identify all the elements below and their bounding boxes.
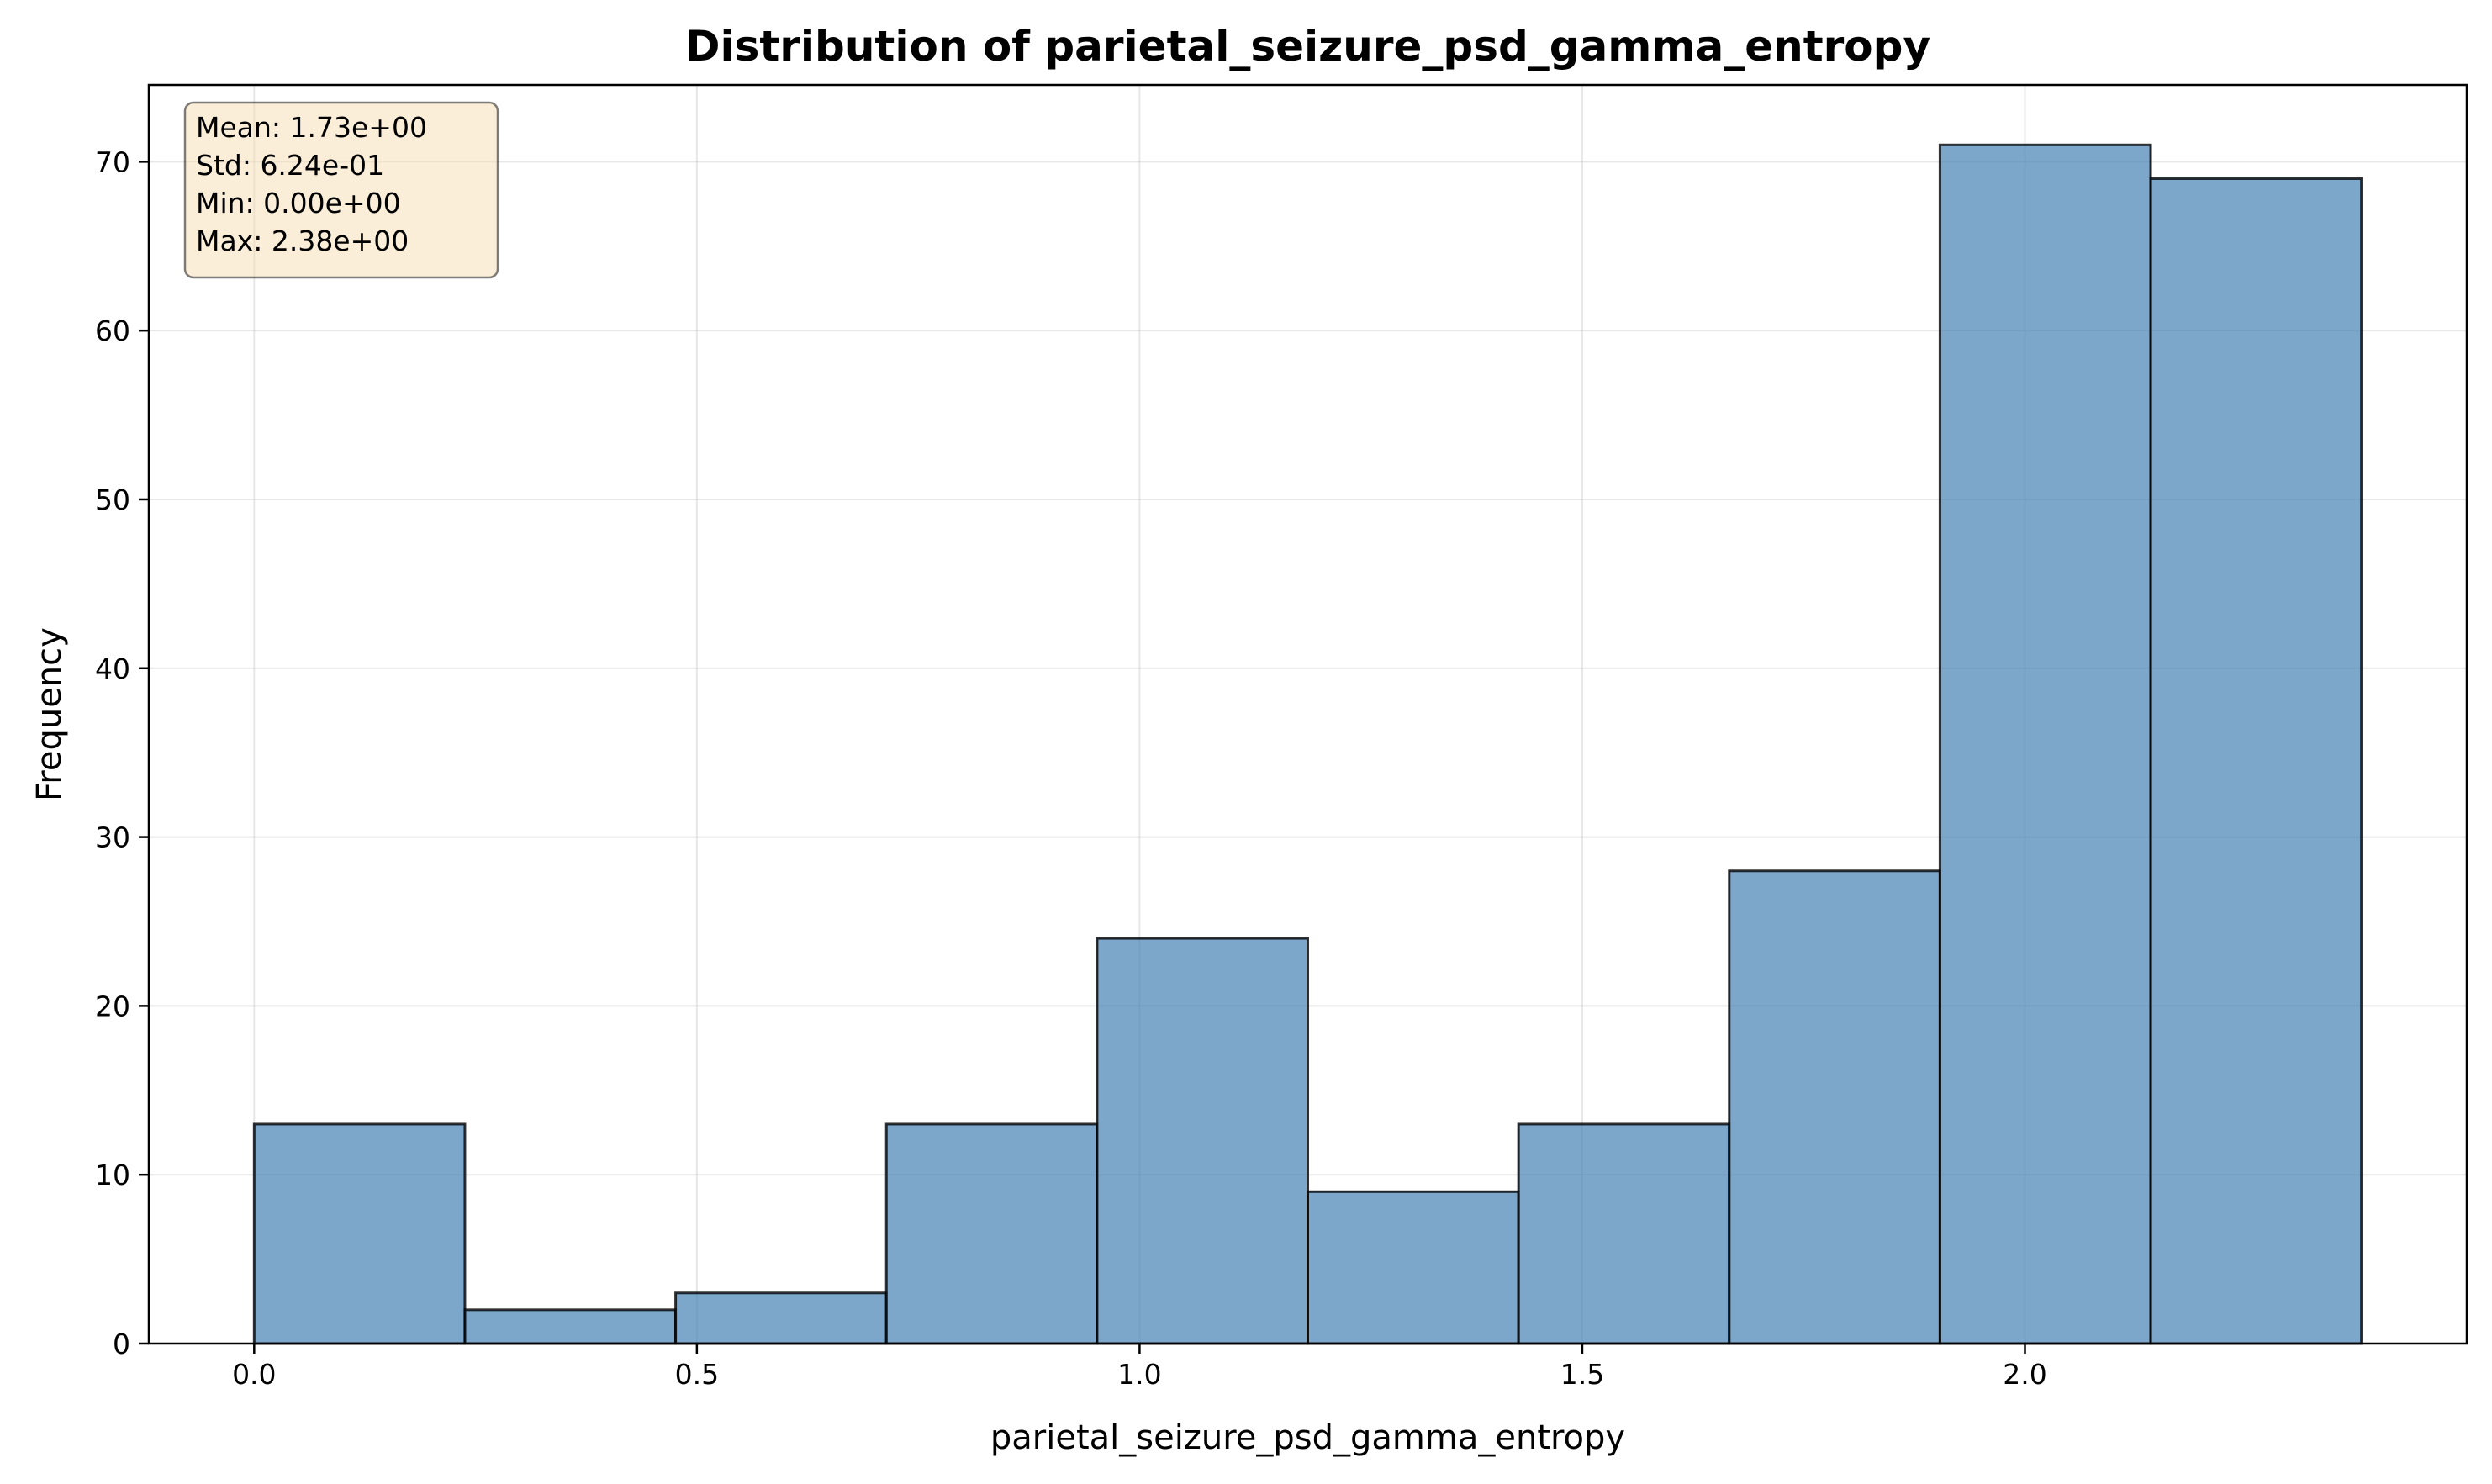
y-tick-label: 50 xyxy=(95,483,130,516)
y-axis-label: Frequency xyxy=(30,627,69,801)
stats-std: Std: 6.24e-01 xyxy=(196,149,384,182)
y-tick-label: 10 xyxy=(95,1159,130,1191)
histogram-bar xyxy=(884,1122,1099,1345)
histogram-bar xyxy=(1096,937,1310,1345)
plot-frame xyxy=(147,83,2468,1345)
x-tick-label: 0.5 xyxy=(675,1358,719,1391)
y-tick-label: 70 xyxy=(95,145,130,178)
stats-box: Mean: 1.73e+00 Std: 6.24e-01 Min: 0.00e+… xyxy=(183,101,499,279)
stats-box-background xyxy=(183,101,499,279)
y-tick-label: 60 xyxy=(95,314,130,347)
x-tick-label: 2.0 xyxy=(2003,1358,2046,1391)
x-tick-label: 1.5 xyxy=(1560,1358,1604,1391)
histogram-bar xyxy=(1307,1190,1520,1345)
histogram-bar xyxy=(674,1291,888,1345)
x-tick-label: 1.0 xyxy=(1117,1358,1161,1391)
histogram-bar xyxy=(1517,1122,1731,1345)
histogram-bar xyxy=(1728,869,1941,1345)
histogram-bar xyxy=(252,1122,467,1345)
y-tick-label: 20 xyxy=(95,990,130,1022)
histogram-bar xyxy=(2149,177,2363,1345)
stats-max: Max: 2.38e+00 xyxy=(196,224,409,257)
y-tick-label: 30 xyxy=(95,821,130,854)
chart-title: Distribution of parietal_seizure_psd_gam… xyxy=(685,22,1930,71)
y-tick-label: 0 xyxy=(113,1328,130,1360)
stats-mean: Mean: 1.73e+00 xyxy=(196,111,427,144)
x-axis-label: parietal_seizure_psd_gamma_entropy xyxy=(990,1418,1625,1457)
y-tick-label: 40 xyxy=(95,652,130,685)
x-tick-label: 0.0 xyxy=(232,1358,276,1391)
bars-layer xyxy=(252,143,2363,1345)
histogram-bar xyxy=(463,1308,678,1345)
stats-min: Min: 0.00e+00 xyxy=(196,187,401,219)
ticks-layer: 0.0 0.5 1.0 1.5 2.0 0 10 20 30 40 50 60 70 xyxy=(95,145,2047,1391)
histogram-bar xyxy=(1938,143,2152,1345)
